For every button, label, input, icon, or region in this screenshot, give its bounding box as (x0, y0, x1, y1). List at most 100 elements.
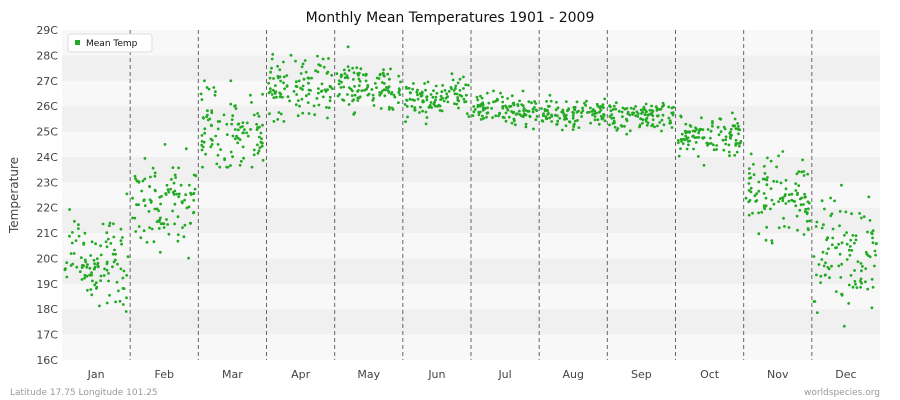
data-point (550, 115, 554, 118)
data-point (486, 111, 490, 115)
data-point (705, 141, 709, 145)
data-point (166, 188, 170, 192)
data-point (512, 110, 516, 114)
data-point (845, 231, 848, 235)
data-point (353, 93, 357, 97)
data-point (463, 100, 466, 104)
data-point (524, 122, 528, 126)
data-point (594, 111, 598, 115)
data-point (661, 101, 665, 105)
data-point (307, 112, 311, 115)
data-point (296, 99, 300, 102)
data-point (806, 172, 809, 176)
data-point (90, 271, 93, 275)
data-point (592, 112, 596, 116)
data-point (310, 76, 313, 80)
data-point (870, 277, 874, 281)
data-point (274, 84, 277, 87)
data-point (571, 128, 575, 132)
data-point (279, 112, 283, 116)
data-point (795, 172, 799, 176)
data-point (378, 93, 382, 97)
data-point (838, 210, 842, 213)
data-point (430, 106, 433, 109)
data-point (822, 223, 825, 227)
data-point (862, 215, 866, 219)
data-point (114, 252, 117, 256)
data-point (522, 107, 526, 110)
data-point (256, 151, 260, 155)
data-point (844, 210, 848, 214)
data-point (357, 89, 360, 92)
data-point (157, 209, 161, 213)
data-point (252, 113, 256, 117)
data-point (833, 199, 836, 203)
data-point (501, 95, 504, 99)
data-point (871, 236, 874, 240)
data-point (137, 180, 141, 184)
data-point (677, 139, 680, 142)
data-point (772, 202, 776, 206)
data-point (794, 189, 798, 192)
data-point (478, 104, 482, 108)
data-point (492, 100, 495, 104)
data-point (693, 136, 697, 140)
data-point (149, 175, 152, 179)
data-point (530, 101, 533, 105)
data-point (464, 83, 468, 87)
data-point (524, 109, 528, 112)
data-point (69, 252, 73, 256)
data-point (351, 66, 354, 70)
data-point (737, 144, 741, 148)
data-point (507, 115, 511, 119)
data-point (612, 116, 616, 120)
data-point (766, 176, 769, 179)
data-point (162, 226, 166, 229)
data-point (820, 226, 824, 230)
legend-swatch (75, 40, 80, 45)
data-point (348, 86, 351, 90)
data-point (564, 100, 568, 103)
data-point (512, 101, 516, 105)
data-point (572, 123, 576, 127)
data-point (119, 267, 123, 271)
data-point (644, 119, 648, 123)
data-point (829, 196, 832, 200)
data-point (362, 73, 365, 77)
data-point (754, 200, 758, 203)
data-point (216, 143, 220, 146)
data-point (596, 118, 600, 122)
data-point (70, 241, 74, 245)
data-point (89, 254, 93, 257)
data-point (585, 99, 588, 103)
data-point (112, 235, 116, 239)
data-point (115, 280, 119, 284)
data-point (748, 176, 751, 180)
data-point (398, 93, 402, 96)
data-point (176, 239, 180, 243)
data-point (662, 123, 666, 127)
data-point (566, 109, 569, 113)
data-point (540, 107, 543, 110)
data-point (859, 285, 862, 289)
data-point (121, 276, 125, 280)
data-point (625, 117, 628, 121)
data-point (803, 192, 806, 196)
data-point (116, 262, 119, 266)
data-point (112, 222, 115, 226)
data-point (117, 289, 120, 293)
data-point (351, 99, 354, 103)
data-point (410, 104, 414, 108)
data-point (476, 98, 480, 102)
data-point (133, 174, 137, 178)
data-point (753, 194, 757, 198)
data-point (747, 213, 751, 217)
data-point (193, 187, 197, 191)
y-tick-label: 25C (36, 126, 58, 139)
data-point (282, 81, 285, 85)
data-point (545, 116, 548, 120)
data-point (830, 264, 833, 268)
data-point (481, 101, 485, 105)
y-tick-label: 20C (36, 252, 58, 265)
data-point (599, 108, 603, 112)
